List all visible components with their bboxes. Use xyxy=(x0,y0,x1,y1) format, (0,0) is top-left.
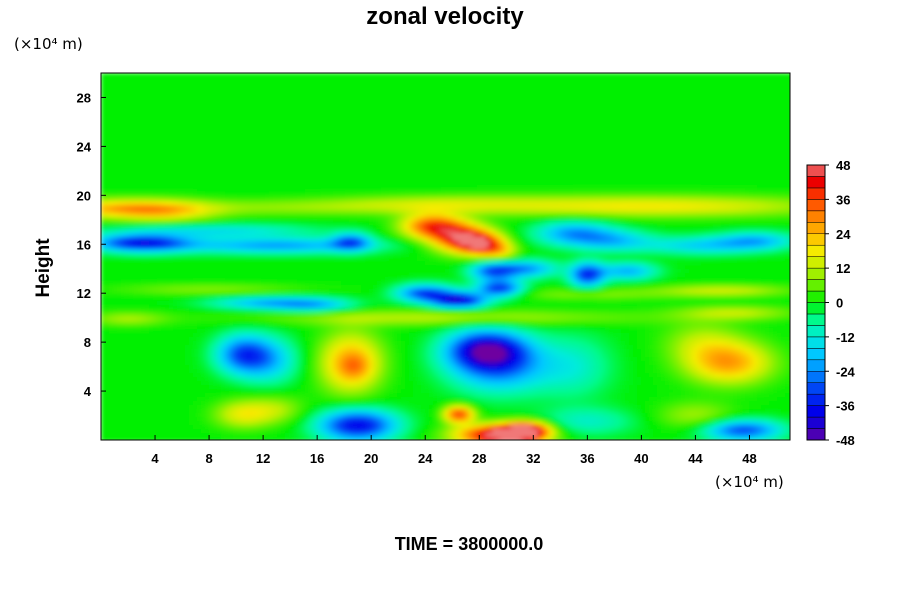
x-tick-label: 4 xyxy=(151,451,159,466)
colorbar-swatch xyxy=(806,416,826,429)
colorbar-swatch xyxy=(806,244,826,257)
colorbar-swatch xyxy=(806,336,826,349)
y-tick-label: 4 xyxy=(84,384,92,399)
colorbar-swatch xyxy=(806,187,826,200)
x-tick-label: 28 xyxy=(472,451,486,466)
colorbar-tick-label: 12 xyxy=(836,261,850,276)
x-tick-label: 20 xyxy=(364,451,378,466)
colorbar-swatch xyxy=(806,199,826,212)
colorbar-swatch xyxy=(806,256,826,269)
colorbar-tick-label: 48 xyxy=(836,158,850,173)
x-tick-label: 40 xyxy=(634,451,648,466)
colorbar-swatch xyxy=(806,233,826,246)
x-tick-label: 36 xyxy=(580,451,594,466)
y-tick-label: 12 xyxy=(77,286,91,301)
time-label: TIME = 3800000.0 xyxy=(395,534,544,554)
colorbar-swatch xyxy=(806,393,826,406)
colorbar-swatch xyxy=(806,222,826,235)
y-tick-label: 24 xyxy=(77,139,92,154)
x-tick-label: 48 xyxy=(742,451,756,466)
x-tick-label: 24 xyxy=(418,451,433,466)
heatmap-plot-area xyxy=(101,73,790,440)
colorbar-swatch xyxy=(806,164,826,177)
y-axis-ticks: 4 8 12 16 20 24 28 xyxy=(77,90,106,399)
y-unit-label: (×10⁴ m) xyxy=(14,35,83,53)
colorbar-swatch xyxy=(806,302,826,315)
colorbar-swatch xyxy=(806,405,826,418)
colorbar-tick-label: 24 xyxy=(836,227,851,242)
colorbar-swatch xyxy=(806,176,826,189)
x-tick-label: 8 xyxy=(205,451,212,466)
colorbar-swatch xyxy=(806,325,826,338)
x-unit-label: (×10⁴ m) xyxy=(715,473,784,491)
colorbar-tick-label: -36 xyxy=(836,399,855,414)
colorbar-tick-label: -24 xyxy=(836,364,856,379)
colorbar-swatch xyxy=(806,428,826,441)
x-tick-label: 32 xyxy=(526,451,540,466)
colorbar-tick-label: 0 xyxy=(836,296,843,311)
x-tick-label: 12 xyxy=(256,451,270,466)
x-tick-label: 16 xyxy=(310,451,324,466)
y-tick-label: 28 xyxy=(77,90,91,105)
colorbar-swatch xyxy=(806,313,826,326)
colorbar-swatch xyxy=(806,267,826,280)
colorbar-swatch xyxy=(806,348,826,361)
y-tick-label: 16 xyxy=(77,237,91,252)
colorbar-swatch xyxy=(806,359,826,372)
colorbar-tick-label: 36 xyxy=(836,192,850,207)
chart-title: zonal velocity xyxy=(366,3,524,30)
colorbar-swatch xyxy=(806,279,826,292)
x-tick-label: 44 xyxy=(688,451,703,466)
colorbar xyxy=(806,164,826,441)
colorbar-tick-label: -48 xyxy=(836,433,855,448)
y-tick-label: 20 xyxy=(77,188,91,203)
colorbar-swatch xyxy=(806,210,826,223)
x-axis-ticks: 4 8 12 16 20 24 28 32 36 40 44 48 xyxy=(151,435,757,466)
colorbar-swatch xyxy=(806,290,826,303)
colorbar-swatch xyxy=(806,382,826,395)
plot-frame xyxy=(100,72,791,441)
y-axis-label: Height xyxy=(33,238,54,298)
colorbar-ticks: 48 36 24 12 0 -12 -24 -36 -48 xyxy=(825,158,856,448)
colorbar-tick-label: -12 xyxy=(836,330,855,345)
colorbar-swatch xyxy=(806,371,826,383)
y-tick-label: 8 xyxy=(84,335,91,350)
